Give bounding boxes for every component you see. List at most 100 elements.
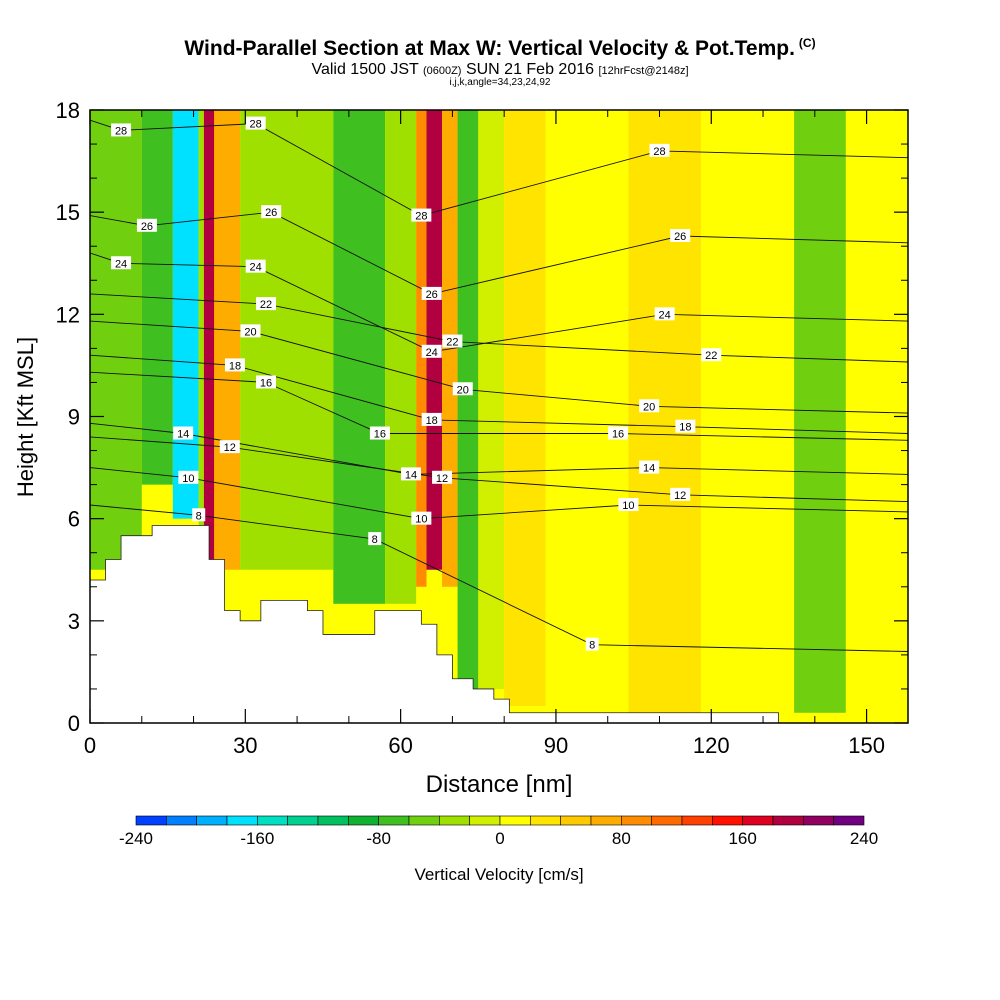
terrain-layer <box>90 525 908 724</box>
colorbar-tick-label: 160 <box>728 829 756 848</box>
theta-label-box <box>178 470 199 484</box>
theta-contour-label: 28 <box>250 119 262 131</box>
theta-label-box <box>675 419 696 433</box>
theta-contour-label: 12 <box>436 473 448 485</box>
theta-contour-label: 14 <box>643 463 655 475</box>
theta-contour-label: 8 <box>372 534 378 546</box>
theta-label-box <box>136 218 157 232</box>
theta-label-box <box>219 440 240 454</box>
axes-layer: 0 30 60 90 120 150 0 3 6 9 12 15 18 <box>56 98 908 758</box>
colorbar-swatch <box>833 815 865 826</box>
theta-contour-label: 24 <box>426 347 438 359</box>
y-tick-label: 6 <box>68 507 80 532</box>
theta-contour-label: 10 <box>622 500 634 512</box>
theta-label-box <box>654 307 675 321</box>
theta-label-box <box>369 426 390 440</box>
theta-contour-label: 12 <box>674 490 686 502</box>
colorbar-swatch <box>530 815 561 826</box>
velocity-cell <box>203 110 215 560</box>
theta-label-box <box>649 143 670 157</box>
theta-contour-label: 28 <box>115 125 127 137</box>
velocity-cell <box>478 110 505 689</box>
theta-label-box <box>701 348 722 362</box>
velocity-cell <box>172 110 199 519</box>
theta-label-box <box>111 123 132 137</box>
theta-label-box <box>256 375 277 389</box>
theta-contour-label: 10 <box>415 514 427 526</box>
y-tick-label: 12 <box>56 302 80 327</box>
colorbar: -240 -160 -80 0 80 160 240 <box>119 815 878 848</box>
theta-label-box <box>670 229 691 243</box>
theta-label-box <box>240 324 261 338</box>
chart-title-text: Wind-Parallel Section at Max W: Vertical… <box>184 37 795 60</box>
theta-contour-label: 22 <box>260 299 272 311</box>
theta-label-box <box>421 412 442 426</box>
velocity-cell <box>385 110 417 604</box>
theta-label-box <box>452 382 473 396</box>
colorbar-swatch <box>803 815 834 826</box>
theta-label-box <box>670 487 691 501</box>
subtitle-forecast: [12hrFcst@2148z] <box>598 65 689 77</box>
theta-label-box <box>421 344 442 358</box>
theta-label-box <box>411 511 432 525</box>
theta-contour-label: 24 <box>659 309 671 321</box>
theta-contour-label: 20 <box>643 401 655 413</box>
theta-contour-label: 10 <box>182 473 194 485</box>
colorbar-tick-label: 0 <box>495 829 504 848</box>
chart-title-tag: (C) <box>798 36 816 50</box>
theta-contour-label: 22 <box>446 337 458 349</box>
theta-contour-label: 18 <box>229 360 241 372</box>
x-tick-label: 150 <box>848 733 885 758</box>
colorbar-swatch <box>469 815 501 826</box>
theta-label-box <box>585 637 599 651</box>
velocity-cell <box>700 110 795 713</box>
colorbar-swatch <box>560 815 592 826</box>
subtitle-valid: Valid 1500 JST <box>311 61 419 78</box>
velocity-cell <box>198 110 204 553</box>
colorbar-swatch <box>408 815 440 826</box>
colorbar-swatch <box>681 815 713 826</box>
theta-label-box <box>111 256 132 270</box>
y-tick-label: 15 <box>56 200 80 225</box>
theta-label-box <box>411 208 432 222</box>
colorbar-swatch <box>166 815 197 826</box>
theta-label-box <box>608 426 629 440</box>
colorbar-swatch <box>712 815 743 826</box>
colorbar-swatch <box>135 815 167 826</box>
velocity-cell <box>457 110 479 689</box>
theta-contour-label: 16 <box>260 377 272 389</box>
theta-label-box <box>421 286 442 300</box>
theta-contour-label: 14 <box>405 469 417 481</box>
theta-label-box <box>173 426 194 440</box>
colorbar-swatch <box>287 815 319 826</box>
theta-contour-label: 20 <box>457 384 469 396</box>
colorbar-swatch <box>257 815 288 826</box>
velocity-cell <box>504 110 546 706</box>
colorbar-swatch <box>772 815 804 826</box>
theta-contour-label: 24 <box>115 258 127 270</box>
velocity-cell <box>333 110 386 604</box>
theta-label-box <box>432 470 453 484</box>
colorbar-swatch <box>590 815 622 826</box>
theta-contour-label: 24 <box>250 262 262 274</box>
velocity-cell <box>442 110 458 587</box>
chart-subtitle: Valid 1500 JST (0600Z) SUN 21 Feb 2016 [… <box>0 61 1000 79</box>
theta-contour-label: 28 <box>653 146 665 158</box>
theta-contour-label: 28 <box>415 211 427 223</box>
theta-label-box <box>256 297 277 311</box>
terrain-mask <box>90 525 908 723</box>
subtitle-utc: (0600Z) <box>422 65 462 77</box>
colorbar-swatch <box>499 815 531 826</box>
colorbar-swatch <box>742 815 774 826</box>
theta-label-box <box>261 205 282 219</box>
velocity-cell <box>416 110 427 587</box>
y-axis-label: Height [Kft MSL] <box>13 337 38 497</box>
colorbar-swatch <box>651 815 683 826</box>
colorbar-swatch <box>196 815 228 826</box>
theta-label-box <box>245 259 266 273</box>
chart-subsubtitle: i,j,k,angle=34,23,24,92 <box>449 77 551 88</box>
theta-label-box <box>400 467 421 481</box>
theta-label-box <box>442 334 463 348</box>
colorbar-swatch <box>621 815 652 826</box>
terrain-outline <box>90 525 908 724</box>
